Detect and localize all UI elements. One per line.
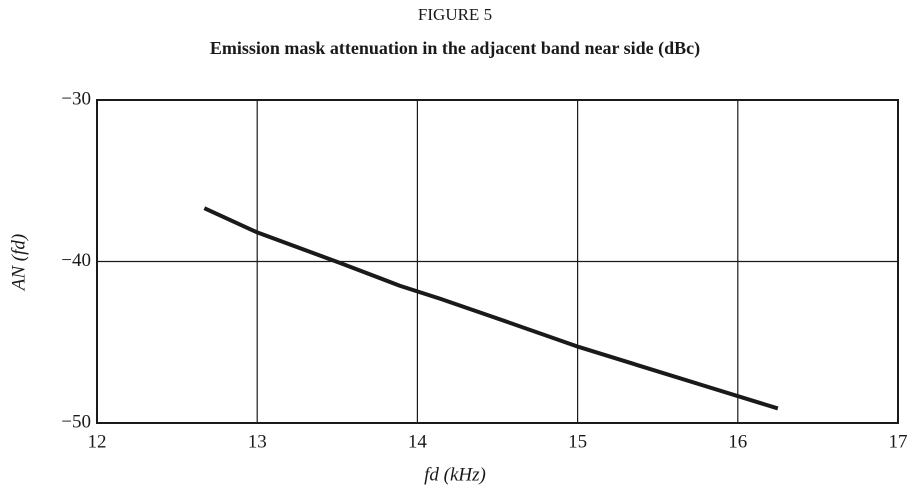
- chart-title: FIGURE 5: [418, 5, 492, 24]
- x-tick-label: 13: [248, 431, 267, 452]
- y-tick-label: −50: [61, 411, 91, 432]
- x-axis-label: fd (kHz): [424, 464, 486, 485]
- y-tick-label: −30: [61, 88, 91, 109]
- x-tick-label: 12: [88, 431, 107, 452]
- x-tick-label: 14: [408, 431, 428, 452]
- y-axis-label: AN (fd): [8, 234, 29, 292]
- plot-frame: [96, 99, 899, 424]
- y-tick-label: −40: [61, 250, 91, 271]
- x-tick-label: 17: [889, 431, 908, 452]
- x-tick-label: 16: [728, 431, 747, 452]
- chart-subtitle: Emission mask attenuation in the adjacen…: [210, 38, 700, 59]
- data-line: [203, 206, 779, 411]
- x-tick-label: 15: [568, 431, 587, 452]
